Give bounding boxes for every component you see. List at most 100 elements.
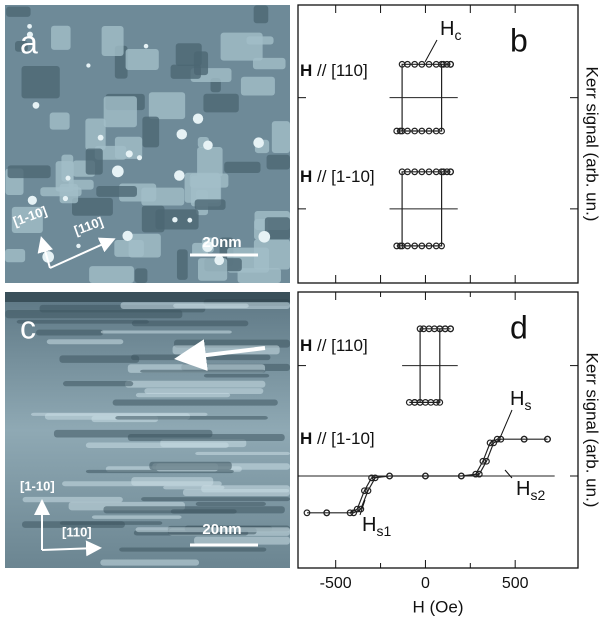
axis-arrow — [49, 237, 116, 269]
island — [258, 230, 271, 243]
data-point — [425, 127, 433, 135]
data-point — [425, 242, 433, 250]
stripe — [194, 536, 290, 545]
data-point — [486, 439, 494, 447]
terrace — [220, 32, 263, 61]
x-tick-label: 0 — [421, 575, 430, 592]
terrace — [96, 185, 137, 197]
annotation-bold: H — [300, 167, 312, 186]
terrace — [51, 25, 71, 50]
island — [27, 23, 32, 29]
annotation-main: H — [510, 388, 524, 410]
annotation-sub: s — [524, 397, 531, 413]
data-point — [418, 242, 426, 250]
data-point — [443, 168, 451, 176]
data-point — [404, 242, 411, 250]
stripe — [141, 497, 290, 502]
stripe — [131, 477, 214, 486]
stripe — [182, 488, 290, 497]
data-point — [475, 470, 483, 478]
data-point — [411, 127, 419, 135]
island — [253, 137, 264, 149]
stripe — [22, 521, 125, 528]
terrace — [194, 199, 226, 210]
data-point — [472, 470, 480, 478]
scale-label: 20nm — [202, 234, 241, 251]
annotation-sub: s2 — [530, 487, 545, 503]
x-tick-label: 500 — [502, 575, 529, 592]
data-point — [346, 509, 354, 517]
data-point — [447, 168, 454, 176]
island — [27, 195, 37, 205]
annotation: Hc — [440, 18, 461, 42]
annotation-bold: H — [300, 336, 312, 355]
island — [86, 63, 91, 68]
data-point — [425, 60, 433, 68]
y-axis-label: Kerr signal (arb. un.) — [583, 67, 600, 222]
stripe — [112, 399, 278, 406]
island — [97, 134, 104, 141]
stripe — [85, 442, 229, 448]
terrace — [271, 121, 290, 154]
stripe — [125, 380, 266, 388]
terrace — [55, 161, 74, 192]
island — [62, 195, 69, 202]
island — [26, 31, 34, 38]
scale-label: 20nm — [202, 521, 241, 538]
data-point — [438, 127, 445, 135]
data-point — [371, 474, 379, 482]
axis-arrow — [37, 236, 53, 269]
stripe — [119, 547, 267, 552]
terrace — [148, 92, 186, 120]
plot-frame — [297, 291, 579, 569]
loop-line — [396, 63, 451, 132]
terrace — [85, 148, 103, 175]
terrace — [224, 161, 261, 173]
data-point — [418, 60, 426, 68]
leader-line — [424, 39, 438, 63]
data-point — [483, 457, 490, 465]
data-point — [398, 168, 406, 176]
island — [143, 43, 149, 49]
island — [122, 230, 133, 242]
stripe — [144, 388, 264, 394]
terrace — [114, 240, 144, 257]
stripe — [163, 485, 225, 490]
island — [202, 241, 214, 252]
terrace — [7, 165, 51, 179]
data-point — [368, 474, 375, 482]
terrace — [125, 49, 159, 71]
annotation-text: // [110] — [312, 61, 367, 80]
terrace — [14, 41, 28, 52]
terrace — [264, 217, 290, 240]
data-point — [411, 242, 419, 250]
panel-letter: c — [20, 309, 36, 345]
stm-image-a: a[1-10] [110]20nm — [5, 5, 290, 283]
stripe — [22, 496, 123, 503]
data-point — [364, 487, 372, 495]
terrace — [142, 116, 160, 148]
stripe — [131, 320, 249, 327]
island — [214, 255, 225, 266]
annotation-text: // [1-10] — [312, 429, 374, 448]
leader-line — [504, 469, 513, 479]
data-point — [396, 242, 404, 250]
annotation-text: // [1-10] — [312, 167, 374, 186]
data-point — [479, 457, 487, 465]
loop-line — [396, 171, 451, 247]
stripe — [140, 369, 266, 373]
island — [172, 217, 178, 223]
data-point — [418, 127, 426, 135]
data-point — [420, 325, 428, 333]
data-point — [323, 509, 331, 517]
stripe — [135, 392, 231, 398]
annotation-bold: H — [300, 61, 312, 80]
data-point — [396, 127, 404, 135]
terrace — [85, 118, 106, 150]
data-point — [438, 242, 445, 250]
annotation: Hs2 — [516, 478, 545, 502]
annotation: H // [110] — [300, 336, 368, 355]
stripe — [149, 461, 232, 471]
stripe — [135, 527, 290, 533]
